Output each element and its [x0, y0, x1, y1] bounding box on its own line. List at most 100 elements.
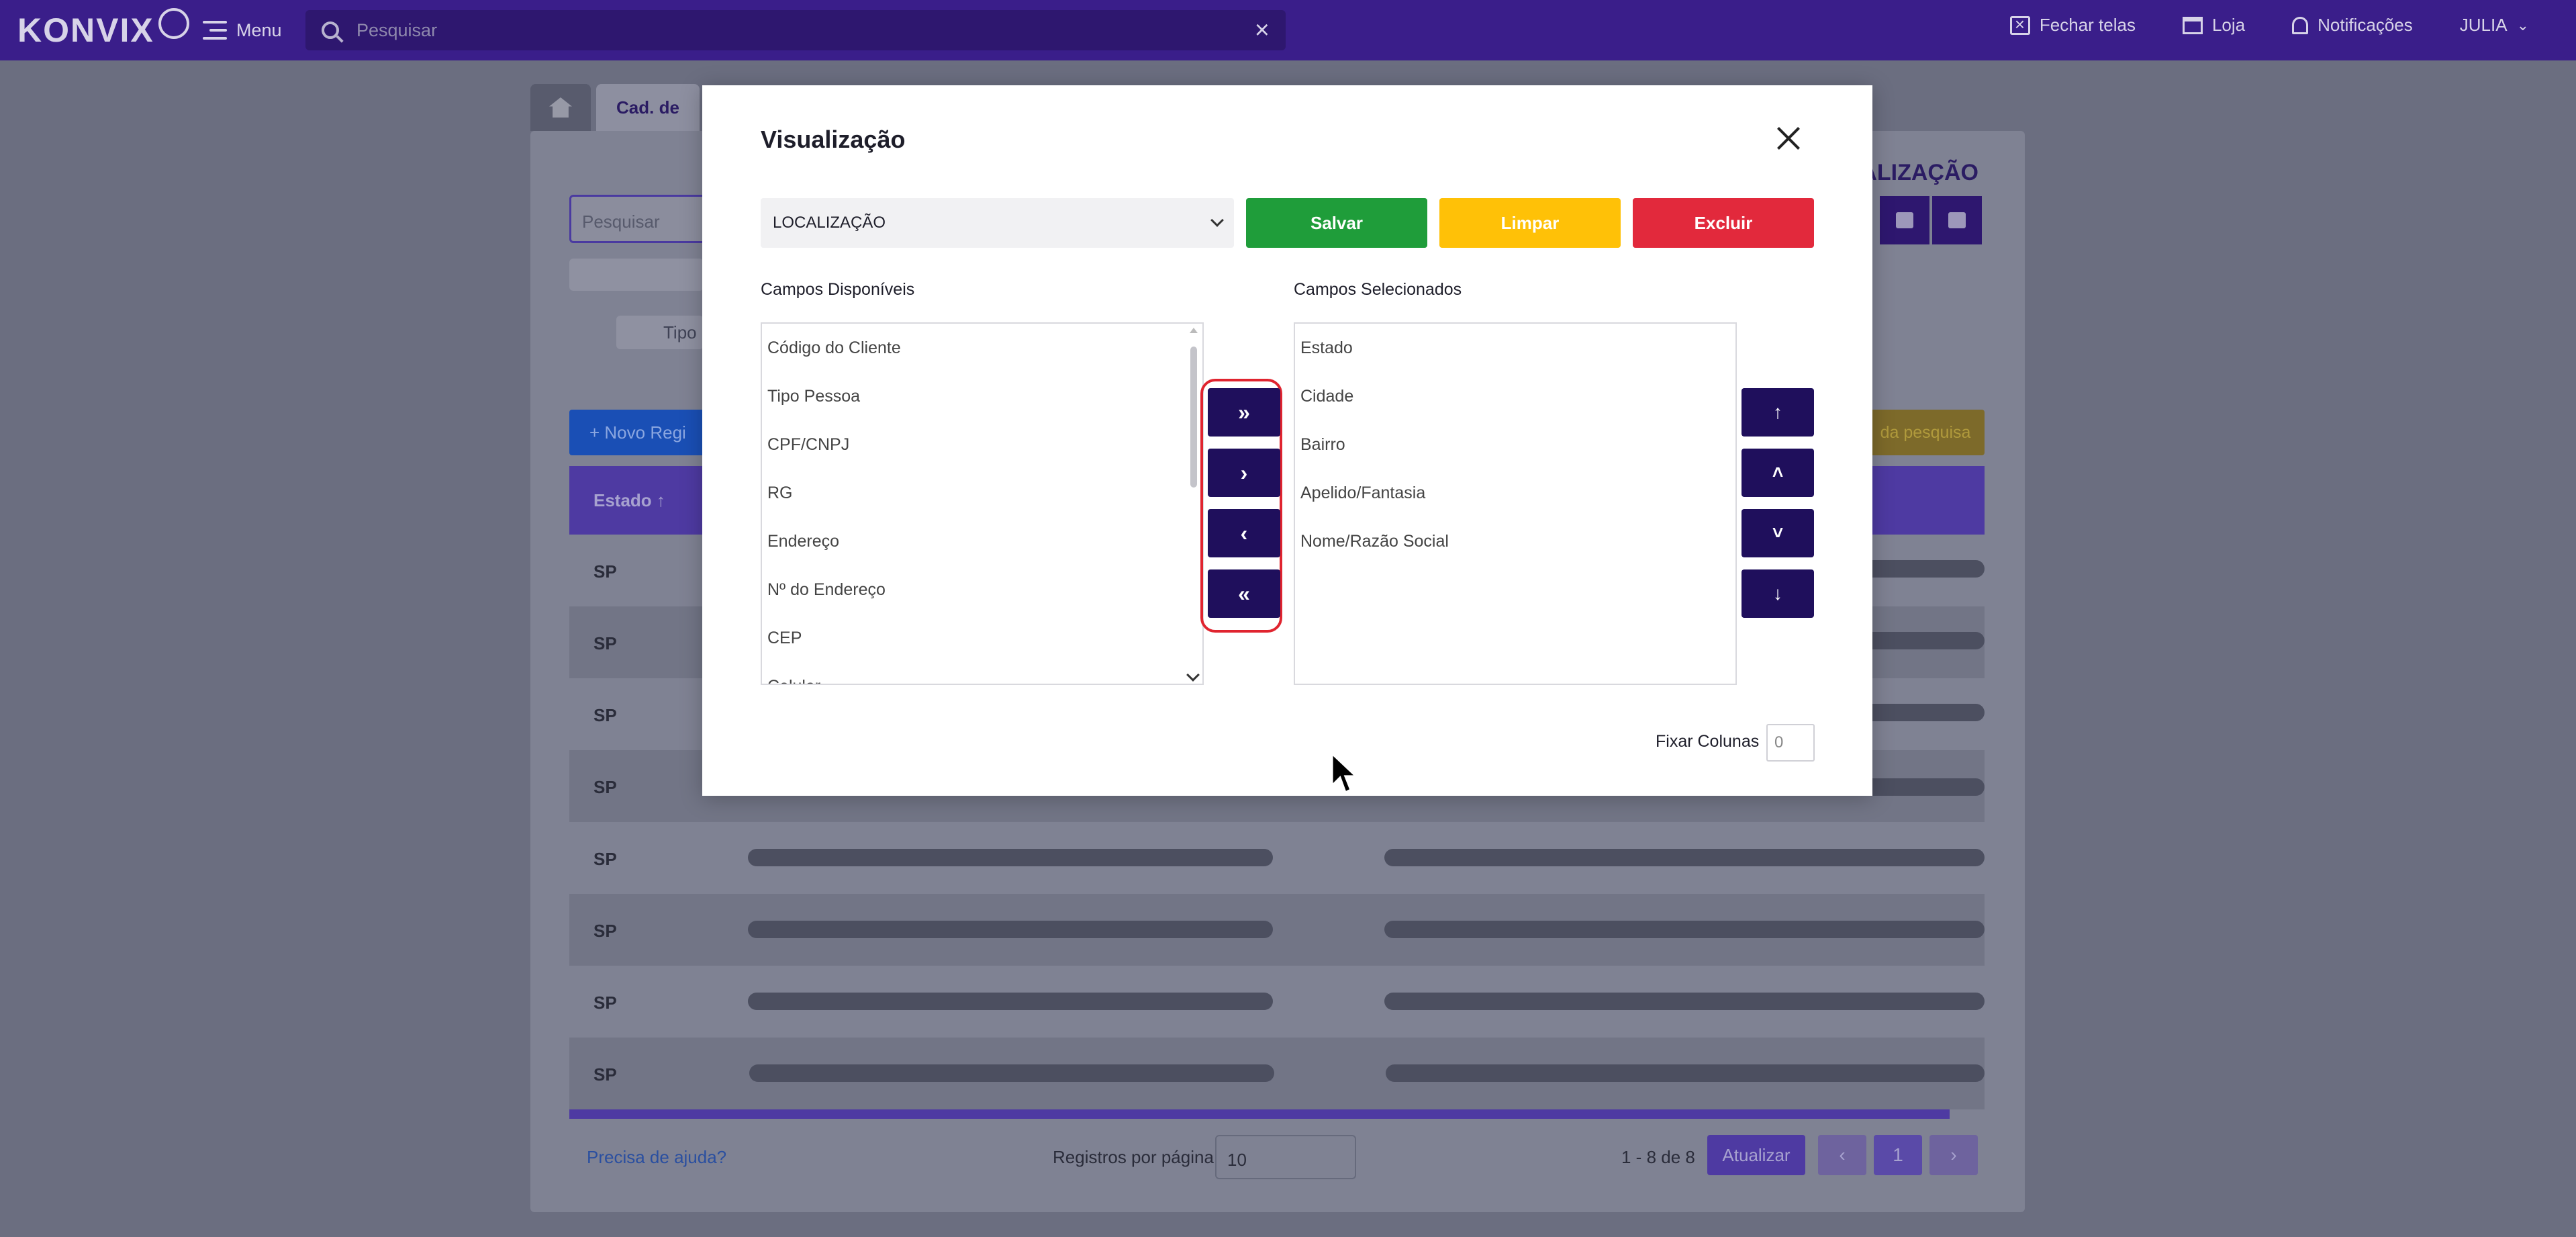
available-fields-label: Campos Disponíveis [761, 280, 915, 299]
view-select-value: LOCALIZAÇÃO [773, 214, 886, 232]
row-estado: SP [593, 849, 617, 869]
row-placeholder-bar [748, 993, 1273, 1010]
background-search-placeholder: Pesquisar [582, 212, 660, 232]
view-select[interactable]: LOCALIZAÇÃO [761, 198, 1234, 248]
fix-columns-label: Fixar Colunas [1656, 732, 1760, 751]
available-list-scrollbar[interactable] [1186, 324, 1201, 684]
background-filter-chip[interactable] [569, 259, 704, 291]
table-row[interactable]: SP [569, 822, 1985, 894]
store-icon [2182, 16, 2203, 34]
new-record-label: + Novo Regi [589, 422, 686, 443]
chevron-down-icon[interactable] [1186, 668, 1200, 682]
row-estado: SP [593, 705, 617, 725]
list-item[interactable]: CEP [767, 629, 802, 647]
records-count: 1 - 8 de 8 [1621, 1147, 1695, 1167]
list-item[interactable]: CPF/CNPJ [767, 435, 850, 454]
background-filter-tipo[interactable]: Tipo [616, 316, 704, 349]
close-windows-button[interactable]: Fechar telas [2009, 14, 2136, 36]
list-item[interactable]: Nº do Endereço [767, 580, 886, 599]
available-fields-list[interactable]: Código do Cliente Tipo Pessoa CPF/CNPJ R… [761, 322, 1204, 685]
records-per-page-select[interactable]: 10 [1215, 1135, 1356, 1179]
save-button[interactable]: Salvar [1246, 198, 1427, 248]
list-item[interactable]: Estado [1300, 338, 1353, 357]
clear-button[interactable]: Limpar [1439, 198, 1621, 248]
next-page-button[interactable]: › [1929, 1135, 1978, 1175]
page-tabs: Cad. de [530, 84, 700, 131]
konvix-logo[interactable]: KONVIX [17, 8, 189, 50]
notifications-button[interactable]: Notificações [2292, 15, 2413, 36]
global-search-input[interactable] [356, 19, 1255, 41]
fix-columns-input[interactable] [1766, 724, 1815, 762]
save-icon [1948, 212, 1966, 228]
store-button[interactable]: Loja [2182, 15, 2246, 36]
table-row[interactable]: SP [569, 894, 1985, 966]
scroll-thumb[interactable] [1190, 347, 1197, 488]
move-right-button[interactable]: › [1208, 449, 1280, 497]
row-placeholder-bar [1384, 849, 1985, 866]
row-estado: SP [593, 993, 617, 1013]
list-item[interactable]: Celular [767, 677, 820, 684]
close-windows-icon [2009, 14, 2030, 35]
search-icon [322, 21, 339, 39]
clear-search-icon[interactable]: × [1254, 15, 1270, 44]
search-results-label: da pesquisa [1880, 422, 1971, 442]
list-item[interactable]: RG [767, 484, 793, 502]
move-up-button[interactable]: ˄ [1742, 449, 1814, 497]
close-icon[interactable] [1772, 122, 1805, 154]
current-page-button[interactable]: 1 [1874, 1135, 1922, 1175]
menu-button[interactable]: Menu [203, 15, 282, 46]
list-item[interactable]: Apelido/Fantasia [1300, 484, 1426, 502]
selected-fields-label: Campos Selecionados [1294, 280, 1462, 299]
list-item[interactable]: Endereço [767, 532, 840, 551]
records-per-page-label: Registros por página [1053, 1147, 1214, 1167]
top-right-actions: Fechar telas Loja Notificações JULIA ⌄ [2009, 14, 2529, 36]
move-left-button[interactable]: ‹ [1208, 509, 1280, 557]
delete-button[interactable]: Excluir [1633, 198, 1814, 248]
table-row[interactable]: SP [569, 1038, 1985, 1109]
records-per-page-value: 10 [1227, 1150, 1247, 1170]
logo-text: KONVIX [17, 11, 154, 49]
table-row[interactable]: SP [569, 966, 1985, 1038]
search-results-button[interactable]: da pesquisa [1866, 410, 1985, 455]
move-to-top-button[interactable]: ↑ [1742, 388, 1814, 437]
row-placeholder-bar [749, 1064, 1274, 1082]
list-item[interactable]: Código do Cliente [767, 338, 901, 357]
row-placeholder-bar [748, 849, 1273, 866]
scroll-up-icon[interactable] [1190, 328, 1198, 333]
move-to-bottom-button[interactable]: ↓ [1742, 569, 1814, 618]
list-item[interactable]: Cidade [1300, 387, 1354, 406]
tab-home[interactable] [530, 84, 591, 131]
list-item[interactable]: Nome/Razão Social [1300, 532, 1449, 551]
help-link[interactable]: Precisa de ajuda? [587, 1147, 727, 1167]
table-footer: Precisa de ajuda? Registros por página 1… [569, 1128, 1985, 1182]
top-bar: KONVIX Menu × Fechar telas Loja Notifica… [0, 0, 2576, 60]
list-item[interactable]: Bairro [1300, 435, 1345, 454]
user-menu[interactable]: JULIA ⌄ [2460, 15, 2529, 36]
row-estado: SP [593, 1064, 617, 1085]
save-view-button[interactable] [1932, 196, 1982, 244]
move-all-right-button[interactable]: » [1208, 388, 1280, 437]
print-button[interactable] [1880, 196, 1929, 244]
list-item[interactable]: Tipo Pessoa [767, 387, 861, 406]
move-down-button[interactable]: ˅ [1742, 509, 1814, 557]
background-view-title: ALIZAÇÃO [1860, 160, 1978, 185]
refresh-button[interactable]: Atualizar [1707, 1135, 1805, 1175]
table-horizontal-scrollbar[interactable] [569, 1109, 1950, 1119]
print-icon [1896, 212, 1913, 228]
bell-icon [2292, 16, 2309, 34]
row-estado: SP [593, 561, 617, 582]
move-all-left-button[interactable]: « [1208, 569, 1280, 618]
prev-page-button[interactable]: ‹ [1818, 1135, 1866, 1175]
tab-cadastro[interactable]: Cad. de [596, 84, 700, 131]
filter-tipo-label: Tipo [663, 322, 697, 342]
notifications-label: Notificações [2318, 15, 2413, 35]
column-estado[interactable]: Estado ↑ [593, 490, 665, 510]
new-record-button[interactable]: + Novo Regi [569, 410, 704, 455]
background-search-input[interactable]: Pesquisar [569, 195, 717, 243]
row-placeholder-bar [1384, 921, 1985, 938]
chevron-down-icon [1210, 214, 1224, 227]
modal-title: Visualização [761, 126, 906, 153]
selected-fields-list[interactable]: Estado Cidade Bairro Apelido/Fantasia No… [1294, 322, 1737, 685]
store-label: Loja [2211, 15, 2246, 35]
home-icon [549, 97, 572, 118]
